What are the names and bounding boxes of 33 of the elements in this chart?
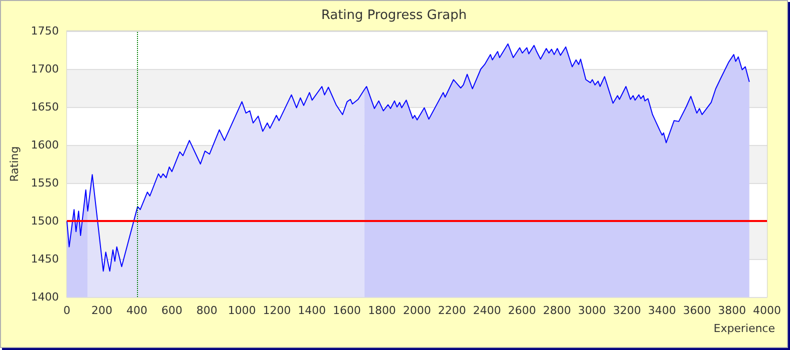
x-tick-label: 3400 (648, 304, 676, 317)
x-tick-label: 1200 (262, 304, 291, 317)
x-tick-label: 4000 (753, 304, 781, 317)
y-tick-label: 1550 (30, 176, 59, 190)
x-tick-label: 2000 (402, 304, 431, 317)
x-tick-label: 2600 (508, 304, 536, 317)
y-tick-label: 1750 (30, 24, 59, 38)
x-tick-label: 2400 (472, 304, 501, 317)
x-tick-label: 1600 (332, 304, 361, 317)
x-tick-label: 3800 (718, 304, 746, 317)
x-tick-label: 2800 (542, 304, 571, 317)
y-tick-label: 1700 (30, 62, 59, 76)
x-tick-label: 600 (161, 304, 182, 317)
x-tick-label: 400 (126, 304, 148, 317)
x-tick-label: 0 (63, 304, 70, 317)
y-tick-label: 1600 (30, 138, 59, 152)
x-tick-label: 1000 (228, 304, 256, 317)
x-tick-label: 3600 (682, 304, 711, 317)
x-tick-label: 3200 (612, 304, 641, 317)
y-tick-label: 1500 (30, 214, 59, 228)
x-axis-title: Experience (714, 322, 776, 335)
line-series (66, 43, 750, 272)
x-tick-label: 1800 (368, 304, 396, 317)
y-axis-title: Rating (8, 146, 21, 182)
y-tick-label: 1400 (30, 290, 59, 304)
y-tick-label: 1450 (30, 252, 59, 266)
x-tick-label: 800 (196, 304, 218, 317)
x-tick-label: 200 (91, 304, 112, 317)
x-tick-label: 3000 (578, 304, 606, 317)
y-tick-label: 1650 (30, 100, 59, 114)
chart-title: Rating Progress Graph (321, 8, 467, 23)
x-tick-label: 1400 (298, 304, 326, 317)
x-tick-label: 2200 (438, 304, 466, 317)
